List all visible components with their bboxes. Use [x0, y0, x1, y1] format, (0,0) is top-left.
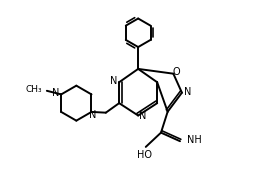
Text: NH: NH [187, 135, 201, 145]
Text: CH₃: CH₃ [26, 85, 42, 94]
Text: N: N [139, 111, 146, 121]
Text: N: N [89, 110, 96, 120]
Text: N: N [110, 76, 118, 86]
Text: N: N [184, 87, 191, 97]
Text: HO: HO [137, 150, 152, 160]
Text: N: N [52, 87, 59, 97]
Text: O: O [173, 67, 181, 77]
